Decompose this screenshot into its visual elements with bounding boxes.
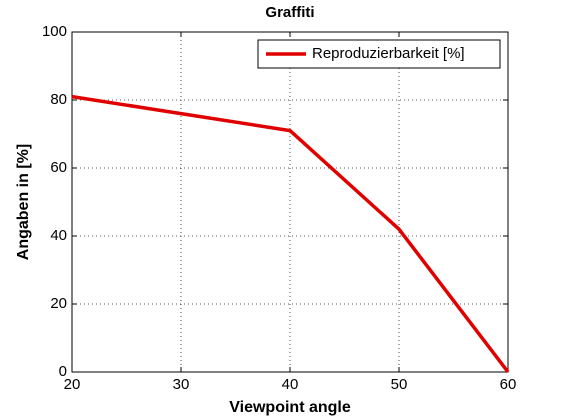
x-tick-label: 50	[391, 376, 408, 393]
y-tick-label: 80	[50, 91, 67, 108]
data-line	[71, 94, 510, 374]
y-tick-label: 100	[42, 23, 67, 40]
x-tick-label: 30	[173, 376, 190, 393]
x-tick-label: 60	[500, 376, 517, 393]
y-tick-label: 60	[50, 159, 67, 176]
y-tick-label: 40	[50, 227, 67, 244]
x-tick-label: 20	[64, 376, 81, 393]
chart-title: Graffiti	[265, 4, 314, 21]
legend: Reproduzierbarkeit [%]	[257, 39, 501, 69]
y-tick-label: 0	[59, 363, 67, 380]
x-axis-label: Viewpoint angle	[229, 399, 351, 416]
x-tick-label: 40	[282, 376, 299, 393]
legend-label: Reproduzierbarkeit [%]	[312, 45, 465, 62]
y-tick-label: 20	[50, 295, 67, 312]
y-axis-label: Angaben in [%]	[15, 144, 32, 260]
plot-frame	[71, 31, 509, 373]
